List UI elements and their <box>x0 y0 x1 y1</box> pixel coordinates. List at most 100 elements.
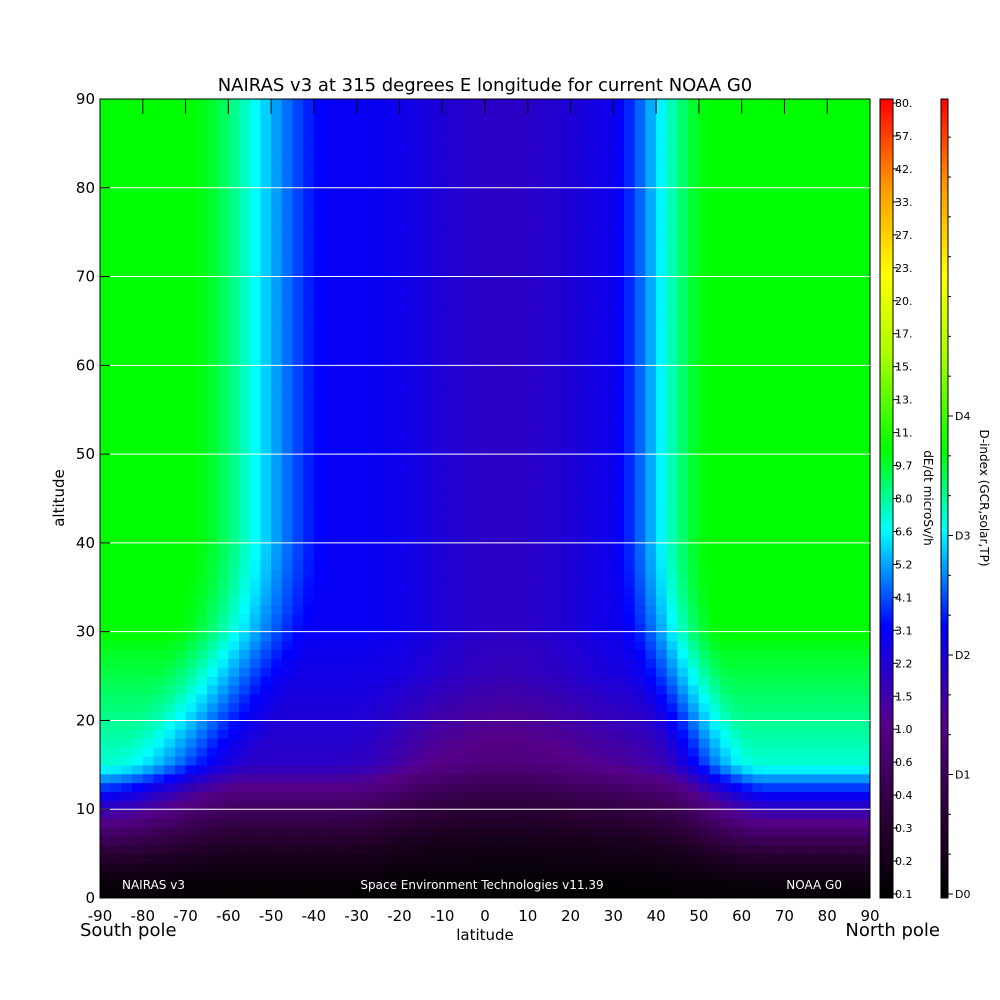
heatmap-cell <box>559 720 572 730</box>
heatmap-cell <box>677 649 689 659</box>
heatmap-cell <box>142 764 155 775</box>
heatmap-cell <box>345 125 358 136</box>
heatmap-cell <box>153 658 165 668</box>
heatmap-cell <box>538 738 550 748</box>
heatmap-cell <box>164 853 176 864</box>
heatmap-cell <box>452 241 465 251</box>
heatmap-cell <box>495 320 507 331</box>
heatmap-cell <box>581 720 593 730</box>
heatmap-cell <box>549 391 561 402</box>
heatmap-cell <box>356 605 368 615</box>
heatmap-cell <box>281 844 294 855</box>
heatmap-cell <box>292 178 304 189</box>
heatmap-cell <box>645 835 657 846</box>
heatmap-cell <box>645 99 657 109</box>
heatmap-cell <box>164 391 176 402</box>
heatmap-cell <box>517 356 529 366</box>
heatmap-cell <box>645 702 657 713</box>
heatmap-cell <box>517 667 529 677</box>
heatmap-cell <box>431 729 443 739</box>
heatmap-cell <box>110 560 122 571</box>
heatmap-cell <box>517 400 529 411</box>
heatmap-cell <box>260 542 272 553</box>
heatmap-cell <box>656 409 668 420</box>
heatmap-cell <box>378 249 390 260</box>
heatmap-cell <box>399 871 411 881</box>
heatmap-cell <box>410 383 422 393</box>
heatmap-cell <box>303 152 315 162</box>
heatmap-cell <box>527 649 540 659</box>
heatmap-cell <box>142 596 155 606</box>
heatmap-cell <box>656 773 668 784</box>
heatmap-cell <box>164 525 176 535</box>
heatmap-cell <box>345 516 358 526</box>
heatmap-cell <box>677 329 689 340</box>
heatmap-cell <box>217 560 229 571</box>
heatmap-cell <box>559 747 572 757</box>
heatmap-cell <box>431 738 443 748</box>
heatmap-cell <box>388 542 401 553</box>
heatmap-cell <box>527 196 540 207</box>
heatmap-cell <box>463 649 475 659</box>
heatmap-cell <box>474 99 486 109</box>
heatmap-cell <box>463 702 475 713</box>
heatmap-cell <box>132 791 144 801</box>
heatmap-cell <box>677 178 689 189</box>
heatmap-cell <box>367 125 379 136</box>
heatmap-cell <box>506 773 518 784</box>
heatmap-cell <box>206 525 219 535</box>
heatmap-cell <box>303 471 315 482</box>
heatmap-cell <box>688 782 700 793</box>
heatmap-cell <box>570 747 582 757</box>
heatmap-cell <box>474 116 486 127</box>
heatmap-cell <box>271 125 283 136</box>
heatmap-cell <box>110 729 122 739</box>
heatmap-cell <box>110 622 122 633</box>
heatmap-cell <box>602 152 614 162</box>
heatmap-cell <box>303 676 315 686</box>
heatmap-cell <box>485 320 497 331</box>
heatmap-cell <box>153 107 165 118</box>
heatmap-cell <box>174 844 187 855</box>
heatmap-cell <box>410 241 422 251</box>
heatmap-cell <box>570 764 582 775</box>
heatmap-cell <box>153 187 165 198</box>
heatmap-cell <box>452 294 465 304</box>
heatmap-cell <box>485 560 497 571</box>
heatmap-cell <box>335 285 347 295</box>
heatmap-cell <box>677 560 689 571</box>
heatmap-cell <box>656 232 668 242</box>
heatmap-cell <box>485 569 497 579</box>
heatmap-cell <box>121 249 133 260</box>
heatmap-cell <box>378 409 390 420</box>
heatmap-cell <box>142 729 155 739</box>
heatmap-cell <box>399 365 411 375</box>
heatmap-cell <box>570 755 582 766</box>
heatmap-cell <box>388 391 401 402</box>
heatmap-cell <box>367 711 379 722</box>
heatmap-cell <box>688 791 700 801</box>
heatmap-cell <box>688 853 700 864</box>
heatmap-cell <box>153 143 165 153</box>
heatmap-cell <box>624 134 636 144</box>
heatmap-cell <box>303 312 315 322</box>
heatmap-cell <box>602 516 614 526</box>
heatmap-cell <box>153 587 165 597</box>
heatmap-cell <box>452 365 465 375</box>
heatmap-cell <box>100 462 112 473</box>
heatmap-cell <box>463 285 475 295</box>
heatmap-cell <box>624 507 636 517</box>
heatmap-cell <box>431 276 443 287</box>
heatmap-cell <box>367 454 379 464</box>
heatmap-cell <box>356 134 368 144</box>
heatmap-cell <box>591 161 604 171</box>
heatmap-cell <box>527 125 540 136</box>
heatmap-cell <box>142 480 155 491</box>
heatmap-cell <box>249 631 262 642</box>
heatmap-cell <box>335 152 347 162</box>
heatmap-cell <box>271 232 283 242</box>
heatmap-cell <box>474 711 486 722</box>
heatmap-cell <box>485 800 497 810</box>
heatmap-cell <box>570 471 582 482</box>
heatmap-cell <box>185 738 197 748</box>
